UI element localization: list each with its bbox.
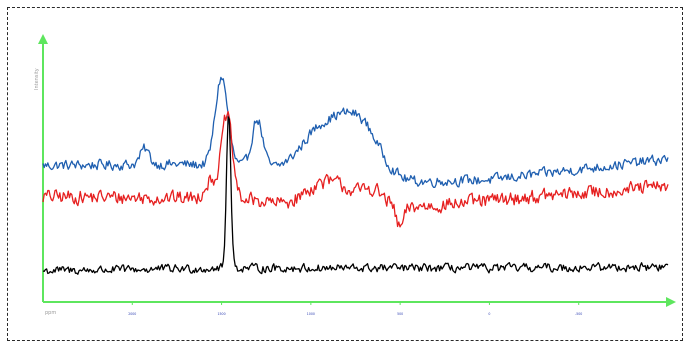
x-tick-label: 1000: [307, 312, 315, 316]
x-tick-label: 500: [397, 312, 403, 316]
x-axis-label: ppm: [45, 310, 56, 316]
series-line-1: [42, 76, 669, 189]
x-tick-label: 1500: [218, 312, 226, 316]
y-axis-label: Intensity: [34, 68, 40, 90]
chart-frame: [7, 7, 683, 341]
series-line-3: [42, 116, 669, 275]
x-ticks: 2000 1500 1000 500 0 -500: [128, 302, 582, 316]
x-tick-label: 2000: [128, 312, 136, 316]
series-line-2: [42, 110, 669, 228]
x-axis-arrow: [666, 297, 676, 307]
x-tick-label: -500: [575, 312, 582, 316]
y-axis-arrow: [38, 34, 48, 44]
x-tick-label: 0: [488, 312, 490, 316]
series-group: [42, 76, 669, 275]
